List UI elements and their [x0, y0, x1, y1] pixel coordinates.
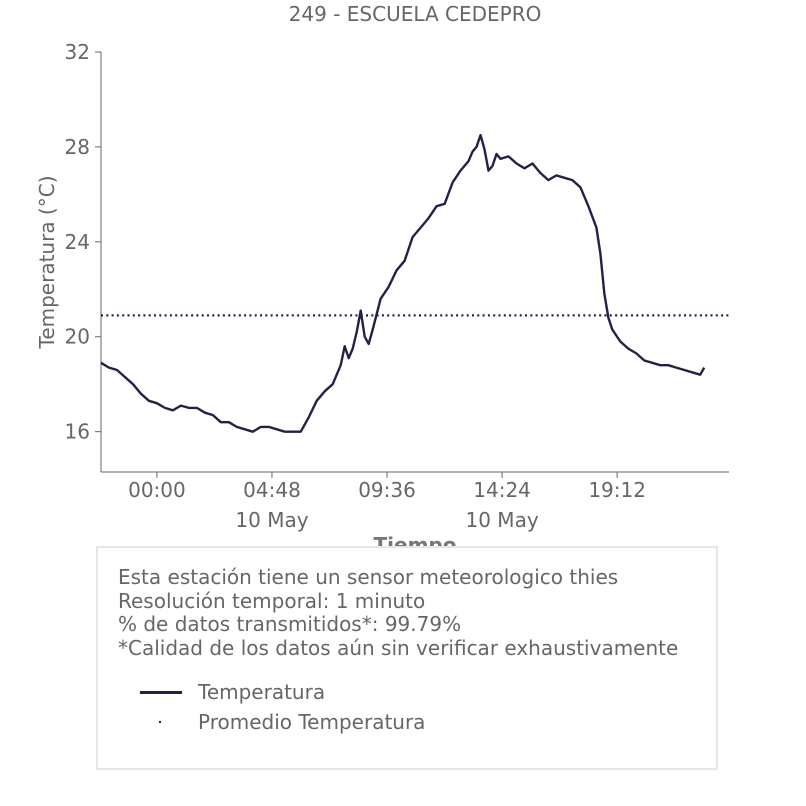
info-box: Esta estación tiene un sensor meteorolog… [96, 546, 718, 770]
chart-title: 249 - ESCUELA CEDEPRO [288, 2, 542, 26]
x-tick-label: 19:12 [588, 478, 646, 502]
y-tick-label: 16 [65, 420, 90, 444]
legend-label-promedio: Promedio Temperatura [198, 710, 426, 734]
legend-item-promedio: Promedio Temperatura [138, 710, 425, 734]
y-tick-label: 20 [65, 325, 90, 349]
x-tick-label: 09:36 [358, 478, 416, 502]
x-tick-label: 04:48 [243, 478, 301, 502]
info-text: Esta estación tiene un sensor meteorolog… [118, 565, 679, 660]
info-line-sensor: Esta estación tiene un sensor meteorolog… [118, 565, 619, 589]
x-tick-label: 14:24 [473, 478, 531, 502]
legend-item-temperatura: Temperatura [138, 680, 325, 704]
legend-label-temperatura: Temperatura [198, 680, 326, 704]
legend-swatch-solid [138, 680, 184, 704]
y-ticks: 16 20 24 28 32 [65, 40, 101, 444]
y-tick-label: 24 [65, 230, 90, 254]
x-ticks: 00:00 04:48 10 May 09:36 14:24 10 May 19:12 [128, 472, 646, 532]
info-line-quality: *Calidad de los datos aún sin verificar … [118, 635, 679, 660]
info-line-transmitted: % de datos transmitidos*: 99.79% [118, 612, 462, 636]
y-tick-label: 32 [65, 40, 90, 64]
temperature-series-line [100, 133, 706, 433]
legend-swatch-dotted [138, 710, 184, 734]
y-axis-label: Temperatura (°C) [35, 175, 59, 349]
x-tick-label: 00:00 [128, 478, 186, 502]
x-tick-sublabel: 10 May [466, 508, 539, 532]
x-tick-sublabel: 10 May [235, 508, 308, 532]
y-tick-label: 28 [65, 135, 90, 159]
info-line-resolution: Resolución temporal: 1 minuto [118, 588, 426, 613]
